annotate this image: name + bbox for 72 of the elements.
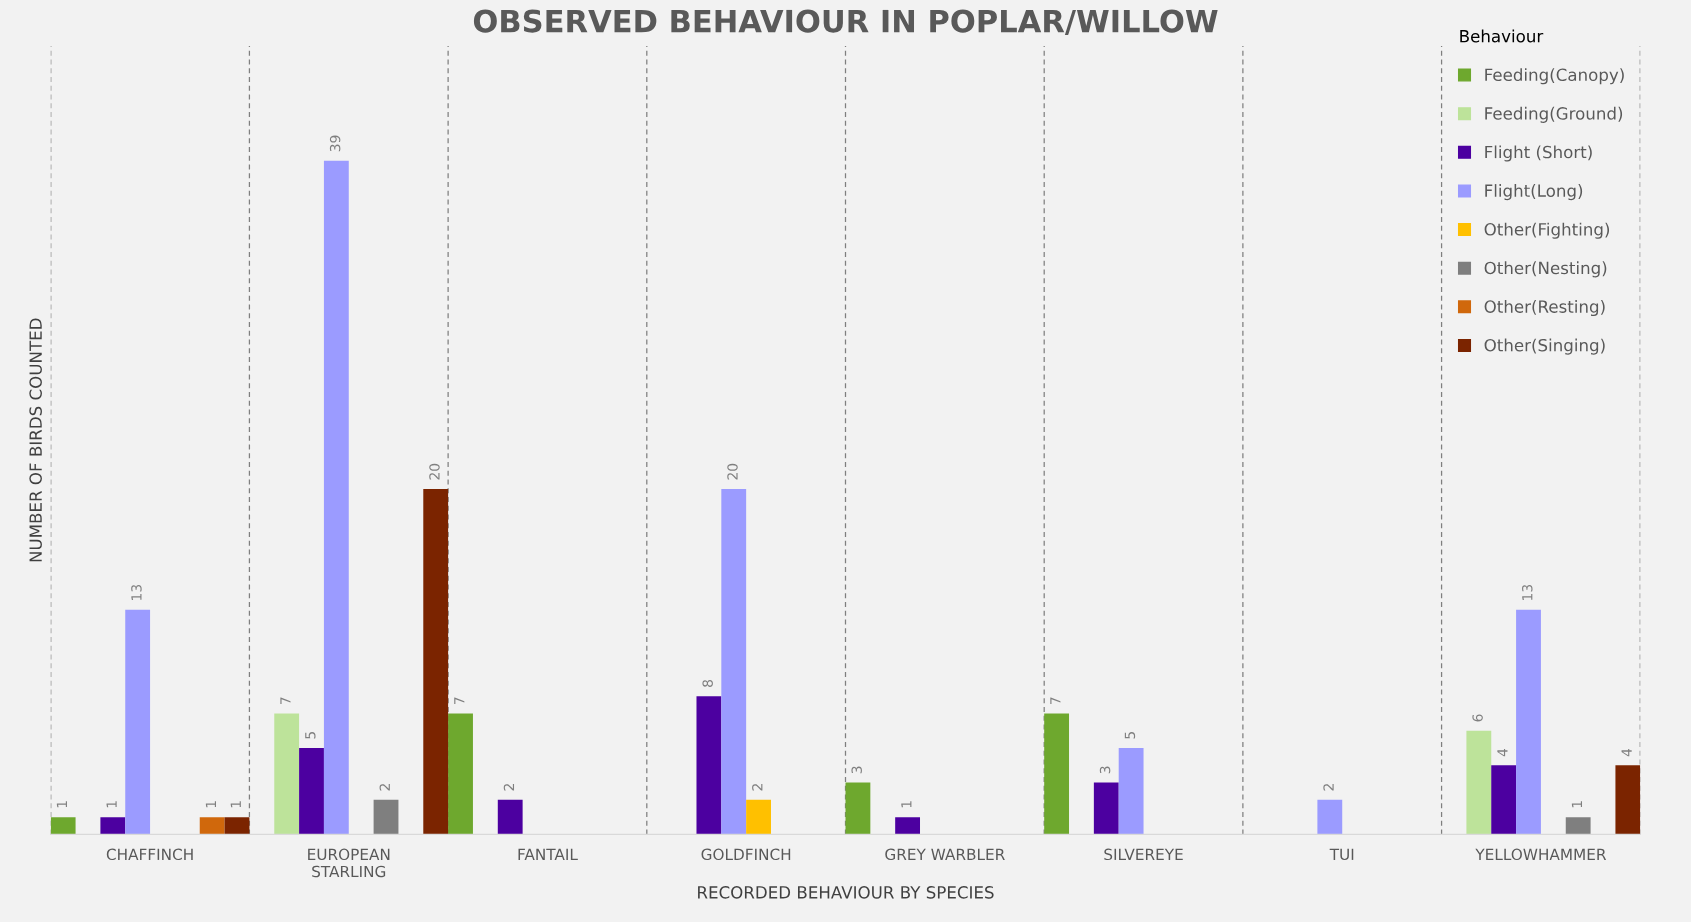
bar [895,817,921,835]
data-label: 3 [851,766,862,774]
data-label: 13 [131,584,142,600]
data-label: 7 [454,697,465,704]
data-label: 1 [230,801,241,808]
bar [497,799,523,835]
bar [1615,765,1641,835]
data-label: 39 [329,135,341,152]
data-label: 1 [56,801,67,808]
bar [696,696,722,835]
data-label: 6 [1472,714,1483,722]
chart-title: OBSERVED BEHAVIOUR IN POPLAR/WILLOW [473,9,1218,36]
data-label: 1 [205,801,216,808]
data-label: 2 [1323,784,1334,791]
data-label: 4 [1497,748,1508,757]
bar [1466,730,1492,835]
bar [1118,748,1144,835]
y-axis-title: NUMBER OF BIRDS COUNTED [29,318,42,562]
data-label: 2 [379,784,390,791]
bar [125,609,151,835]
data-label: 2 [503,784,515,791]
bar [845,782,871,835]
data-label: 1 [901,801,912,808]
legend-label: Other(Fighting) [1484,222,1610,239]
bar [448,713,473,835]
bar [299,748,324,835]
bar [373,799,399,835]
bar [100,817,126,835]
bar [746,799,771,835]
bar [274,713,300,835]
x-tick-label: FANTAIL [518,848,578,860]
data-label: 8 [702,679,713,687]
data-label: 20 [727,463,738,480]
legend-label: Other(Singing) [1484,338,1605,355]
x-tick-label: CHAFFINCH [106,848,193,861]
legend-label: Other(Resting) [1484,299,1605,317]
x-tick-label: TUI [1329,848,1354,861]
x-tick-label: EUROPEAN STARLING [308,848,390,878]
data-label: 4 [1621,748,1632,757]
bar [1317,799,1343,835]
data-label: 13 [1522,584,1533,600]
x-tick-label: GREY WARBLER [885,848,1005,861]
legend-title: Behaviour [1460,29,1544,43]
x-axis-title: RECORDED BEHAVIOUR BY SPECIES [698,886,994,899]
data-label: 20 [429,463,440,480]
data-label: 7 [1050,697,1061,704]
bar [323,160,349,835]
data-label: 1 [106,801,117,808]
x-tick-label: YELLOWHAMMER [1475,848,1607,861]
bar [1093,782,1119,835]
data-label: 5 [305,732,316,739]
bar [1491,765,1517,835]
bar [199,817,225,835]
data-label: 3 [1099,766,1111,774]
legend-label: Flight (Short) [1485,145,1592,162]
bar [1516,609,1541,835]
x-tick-label: GOLDFINCH [701,848,791,861]
bar [1044,713,1070,835]
legend-label: Feeding(Ground) [1485,106,1623,123]
bar [1565,817,1591,835]
legend-label: Flight(Long) [1485,184,1583,201]
legend-label: Other(Nesting) [1484,261,1607,278]
bar [224,817,250,835]
bar [423,488,449,835]
x-tick-label: SILVEREYE [1104,848,1183,861]
data-label: 7 [280,697,291,704]
legend-label: Feeding(Canopy) [1485,68,1624,85]
data-label: 2 [752,784,763,791]
data-label: 1 [1571,801,1583,808]
bar [50,817,76,835]
bar [721,488,747,835]
data-label: 5 [1124,732,1136,739]
